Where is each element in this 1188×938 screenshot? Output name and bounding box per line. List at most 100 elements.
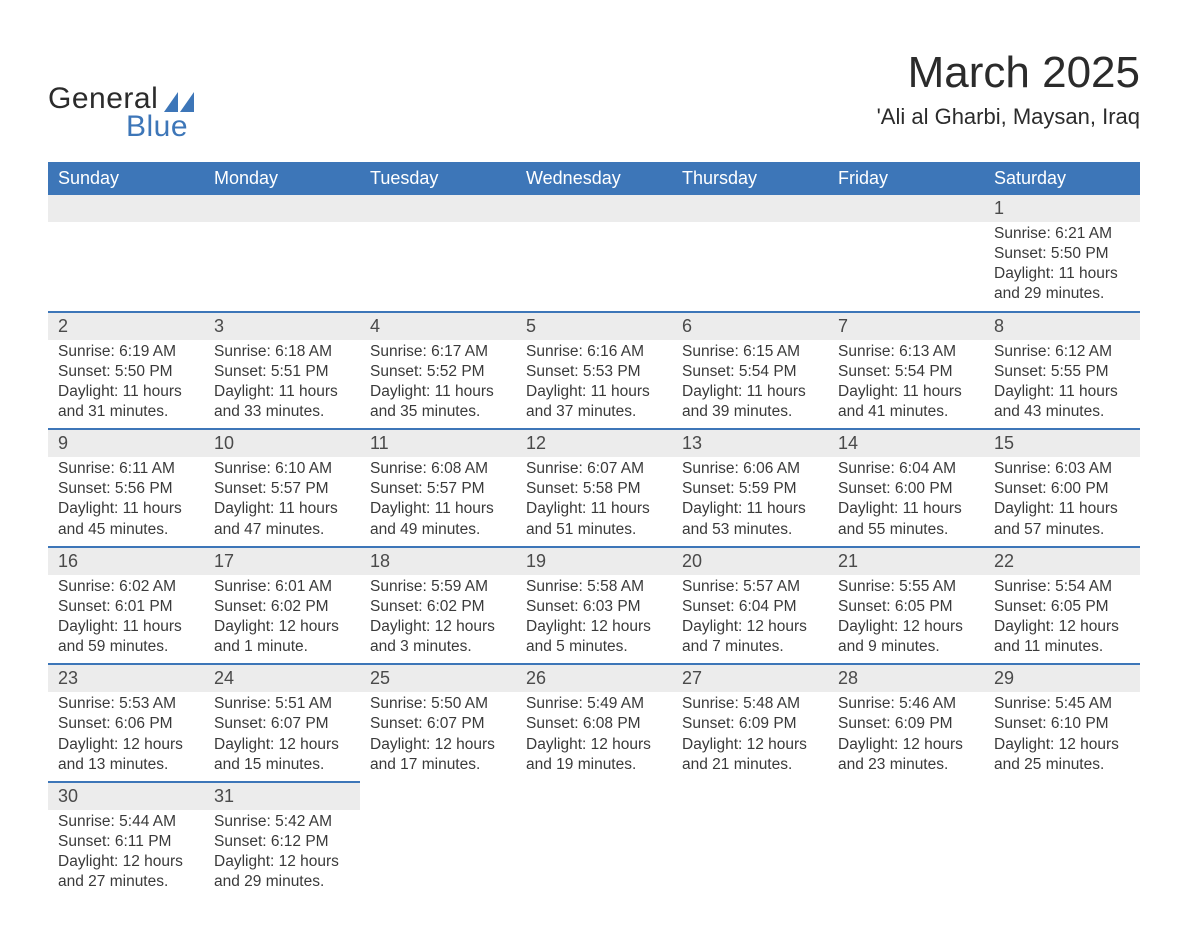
calendar-body: 1Sunrise: 6:21 AMSunset: 5:50 PMDaylight… <box>48 195 1140 898</box>
sunset-line: Sunset: 6:02 PM <box>214 597 350 617</box>
weekday-header: Sunday <box>48 162 204 195</box>
day-details: Sunrise: 6:13 AMSunset: 5:54 PMDaylight:… <box>828 340 984 430</box>
sunset-line: Sunset: 6:03 PM <box>526 597 662 617</box>
sunset-line: Sunset: 6:00 PM <box>994 479 1130 499</box>
day-number: 3 <box>204 312 360 340</box>
day-number: 13 <box>672 429 828 457</box>
day-details: Sunrise: 6:01 AMSunset: 6:02 PMDaylight:… <box>204 575 360 665</box>
day-number: 29 <box>984 664 1140 692</box>
sunrise-line: Sunrise: 5:44 AM <box>58 812 194 832</box>
daylight-line: Daylight: 12 hours and 11 minutes. <box>994 617 1130 657</box>
day-number: 2 <box>48 312 204 340</box>
sunrise-line: Sunrise: 5:53 AM <box>58 694 194 714</box>
sunrise-line: Sunrise: 6:19 AM <box>58 342 194 362</box>
day-details: Sunrise: 6:03 AMSunset: 6:00 PMDaylight:… <box>984 457 1140 547</box>
daynum-row: 23242526272829 <box>48 664 1140 692</box>
day-details: Sunrise: 6:15 AMSunset: 5:54 PMDaylight:… <box>672 340 828 430</box>
day-details: Sunrise: 5:58 AMSunset: 6:03 PMDaylight:… <box>516 575 672 665</box>
day-details: Sunrise: 6:17 AMSunset: 5:52 PMDaylight:… <box>360 340 516 430</box>
empty-cell <box>828 222 984 312</box>
daylight-line: Daylight: 11 hours and 39 minutes. <box>682 382 818 422</box>
daylight-line: Daylight: 12 hours and 17 minutes. <box>370 735 506 775</box>
empty-cell <box>672 782 828 810</box>
sunrise-line: Sunrise: 6:03 AM <box>994 459 1130 479</box>
empty-cell <box>828 195 984 222</box>
daynum-row: 3031 <box>48 782 1140 810</box>
day-details: Sunrise: 5:55 AMSunset: 6:05 PMDaylight:… <box>828 575 984 665</box>
daynum-row: 16171819202122 <box>48 547 1140 575</box>
weekday-header: Monday <box>204 162 360 195</box>
sunset-line: Sunset: 5:57 PM <box>214 479 350 499</box>
calendar-table: Sunday Monday Tuesday Wednesday Thursday… <box>48 162 1140 898</box>
sunset-line: Sunset: 6:10 PM <box>994 714 1130 734</box>
day-number: 30 <box>48 782 204 810</box>
daylight-line: Daylight: 12 hours and 25 minutes. <box>994 735 1130 775</box>
sunrise-line: Sunrise: 5:42 AM <box>214 812 350 832</box>
empty-cell <box>360 782 516 810</box>
daylight-line: Daylight: 11 hours and 49 minutes. <box>370 499 506 539</box>
sunrise-line: Sunrise: 5:57 AM <box>682 577 818 597</box>
day-number: 15 <box>984 429 1140 457</box>
daylight-line: Daylight: 11 hours and 51 minutes. <box>526 499 662 539</box>
sunrise-line: Sunrise: 5:54 AM <box>994 577 1130 597</box>
daylight-line: Daylight: 12 hours and 9 minutes. <box>838 617 974 657</box>
empty-cell <box>48 195 204 222</box>
daylight-line: Daylight: 11 hours and 59 minutes. <box>58 617 194 657</box>
empty-cell <box>516 810 672 899</box>
sunrise-line: Sunrise: 6:15 AM <box>682 342 818 362</box>
day-details: Sunrise: 6:07 AMSunset: 5:58 PMDaylight:… <box>516 457 672 547</box>
sunrise-line: Sunrise: 5:45 AM <box>994 694 1130 714</box>
sunset-line: Sunset: 6:09 PM <box>838 714 974 734</box>
day-number: 20 <box>672 547 828 575</box>
sunrise-line: Sunrise: 6:21 AM <box>994 224 1130 244</box>
day-details: Sunrise: 6:16 AMSunset: 5:53 PMDaylight:… <box>516 340 672 430</box>
day-details: Sunrise: 5:42 AMSunset: 6:12 PMDaylight:… <box>204 810 360 899</box>
sunset-line: Sunset: 5:56 PM <box>58 479 194 499</box>
location-subtitle: 'Ali al Gharbi, Maysan, Iraq <box>877 104 1140 130</box>
sunset-line: Sunset: 6:07 PM <box>370 714 506 734</box>
day-details: Sunrise: 6:12 AMSunset: 5:55 PMDaylight:… <box>984 340 1140 430</box>
daylight-line: Daylight: 12 hours and 21 minutes. <box>682 735 818 775</box>
daylight-line: Daylight: 11 hours and 35 minutes. <box>370 382 506 422</box>
detail-row: Sunrise: 6:11 AMSunset: 5:56 PMDaylight:… <box>48 457 1140 547</box>
day-number: 18 <box>360 547 516 575</box>
sunset-line: Sunset: 5:52 PM <box>370 362 506 382</box>
sunset-line: Sunset: 6:12 PM <box>214 832 350 852</box>
sunrise-line: Sunrise: 6:02 AM <box>58 577 194 597</box>
sunrise-line: Sunrise: 6:08 AM <box>370 459 506 479</box>
empty-cell <box>828 810 984 899</box>
daylight-line: Daylight: 11 hours and 31 minutes. <box>58 382 194 422</box>
sunset-line: Sunset: 6:07 PM <box>214 714 350 734</box>
day-number: 17 <box>204 547 360 575</box>
day-details: Sunrise: 5:44 AMSunset: 6:11 PMDaylight:… <box>48 810 204 899</box>
empty-cell <box>516 195 672 222</box>
day-number: 26 <box>516 664 672 692</box>
empty-cell <box>828 782 984 810</box>
sunset-line: Sunset: 5:54 PM <box>682 362 818 382</box>
day-number: 28 <box>828 664 984 692</box>
daylight-line: Daylight: 11 hours and 55 minutes. <box>838 499 974 539</box>
day-number: 19 <box>516 547 672 575</box>
empty-cell <box>204 195 360 222</box>
page-header: General Blue March 2025 'Ali al Gharbi, … <box>48 48 1140 144</box>
daylight-line: Daylight: 11 hours and 41 minutes. <box>838 382 974 422</box>
day-details: Sunrise: 6:21 AMSunset: 5:50 PMDaylight:… <box>984 222 1140 312</box>
weekday-header: Thursday <box>672 162 828 195</box>
sunrise-line: Sunrise: 6:10 AM <box>214 459 350 479</box>
sunset-line: Sunset: 5:51 PM <box>214 362 350 382</box>
sunrise-line: Sunrise: 6:18 AM <box>214 342 350 362</box>
sunrise-line: Sunrise: 5:49 AM <box>526 694 662 714</box>
empty-cell <box>516 222 672 312</box>
sunset-line: Sunset: 6:05 PM <box>838 597 974 617</box>
daylight-line: Daylight: 12 hours and 23 minutes. <box>838 735 974 775</box>
weekday-header: Friday <box>828 162 984 195</box>
detail-row: Sunrise: 6:02 AMSunset: 6:01 PMDaylight:… <box>48 575 1140 665</box>
day-number: 4 <box>360 312 516 340</box>
daylight-line: Daylight: 12 hours and 19 minutes. <box>526 735 662 775</box>
daylight-line: Daylight: 12 hours and 5 minutes. <box>526 617 662 657</box>
sunrise-line: Sunrise: 6:12 AM <box>994 342 1130 362</box>
day-number: 1 <box>984 195 1140 222</box>
day-details: Sunrise: 5:53 AMSunset: 6:06 PMDaylight:… <box>48 692 204 782</box>
day-details: Sunrise: 6:06 AMSunset: 5:59 PMDaylight:… <box>672 457 828 547</box>
sunset-line: Sunset: 6:04 PM <box>682 597 818 617</box>
